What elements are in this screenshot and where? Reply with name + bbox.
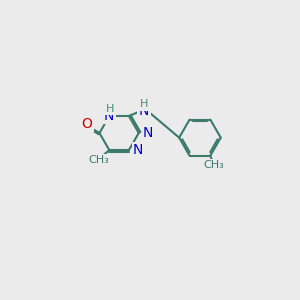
Text: N: N — [139, 104, 149, 118]
Text: N: N — [104, 109, 115, 123]
Text: N: N — [133, 143, 143, 157]
Text: H: H — [140, 100, 148, 110]
Text: CH₃: CH₃ — [88, 155, 109, 165]
Text: O: O — [81, 117, 92, 131]
Text: N: N — [143, 126, 153, 140]
Text: H: H — [106, 104, 115, 114]
Text: CH₃: CH₃ — [203, 160, 224, 170]
